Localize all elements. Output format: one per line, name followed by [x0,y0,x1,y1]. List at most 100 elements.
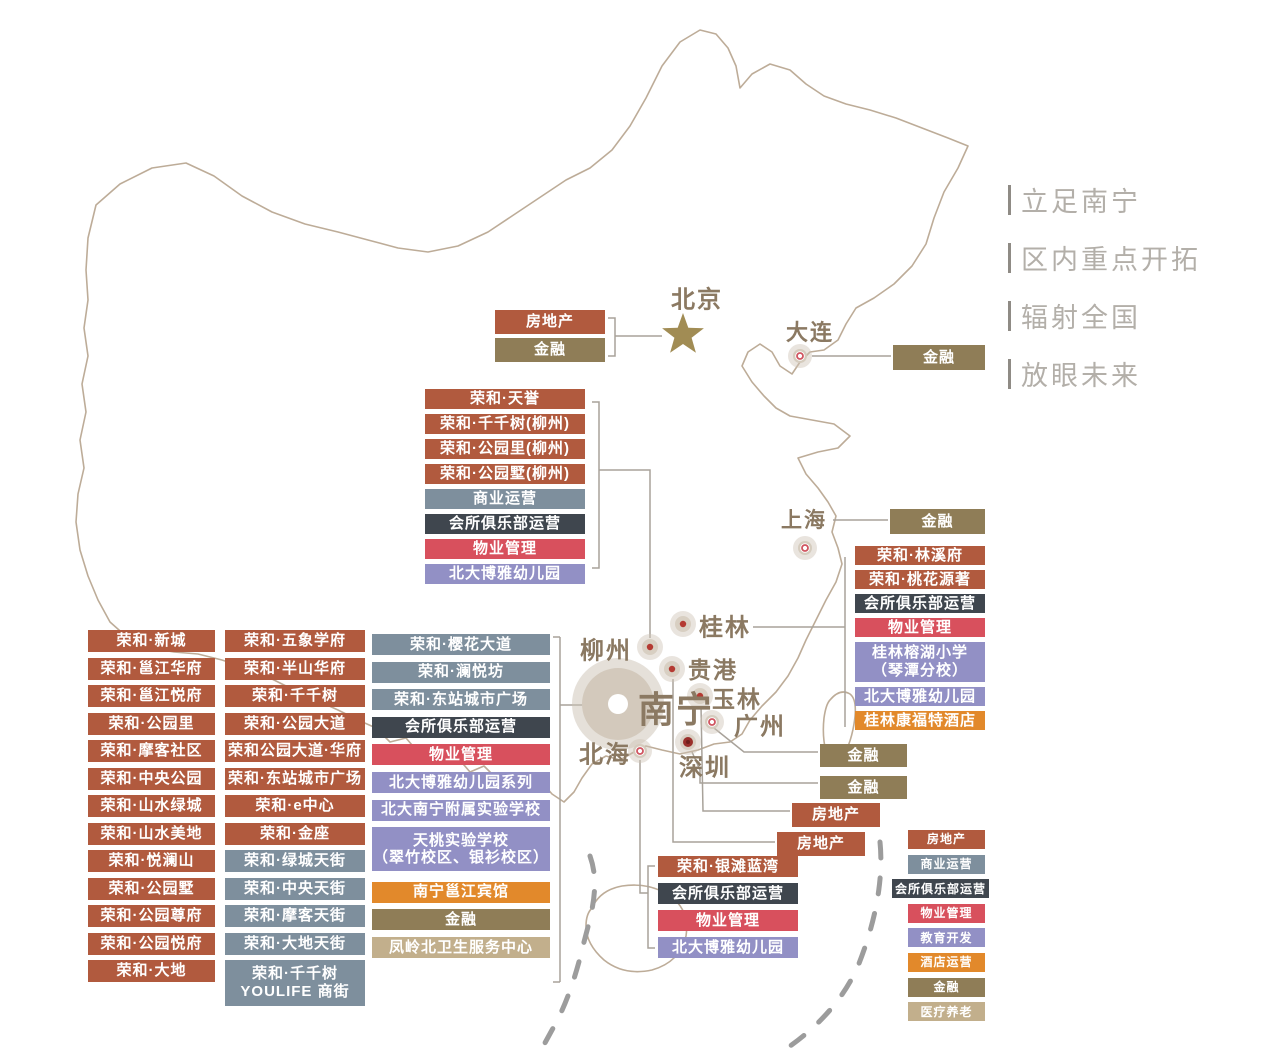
city-label-yulin: 玉林 [712,686,762,712]
nanning-column-1-box: 荣和·邕江悦府 [88,685,215,707]
nanning-column-2-box: 荣和·五象学府 [225,630,365,652]
nanning-column-3-box: 金融 [372,909,550,931]
city-label-beijing: 北京 [671,286,723,314]
nanning-column-3-box: 北大博雅幼儿园系列 [372,772,550,793]
nanning-column-3-box: 物业管理 [372,744,550,766]
beihai-column-box: 荣和·银滩蓝湾 [658,856,798,877]
nanning-column-2-box: 荣和公园大道·华府 [225,740,365,762]
guilin-column-box: 桂林榕湖小学 （琴潭分校） [855,642,985,682]
nanning-column-3-box: 天桃实验学校 （翠竹校区、银衫校区） [372,827,550,872]
city-label-guangzhou: 广州 [734,713,786,741]
slogan-text: 立足南宁 [1021,187,1141,217]
city-label-guilin: 桂林 [699,614,751,642]
beihai-column-box: 会所俱乐部运营 [658,883,798,904]
city-label-shanghai: 上海 [781,509,827,532]
guilin-column-box: 桂林康福特酒店 [855,711,985,730]
liuzhou-column-box: 荣和·公园里(柳州) [425,439,585,459]
liuzhou-column-box: 荣和·千千树(柳州) [425,414,585,434]
guigang-realestate-box: 房地产 [777,832,865,856]
slogan-4: 放眼未来 [1008,354,1141,393]
liuzhou-column-box: 荣和·公园墅(柳州) [425,464,585,484]
guilin-column-box: 荣和·桃花源著 [855,570,985,589]
nanning-column-2-box: 荣和·金座 [225,822,365,845]
liuzhou-column-box: 商业运营 [425,489,585,509]
guangzhou-connector [713,727,818,753]
nanning-column-3-box: 南宁邕江宾馆 [372,881,550,903]
liuzhou-bracket [592,401,651,638]
guilin-column-box: 荣和·林溪府 [855,546,985,565]
yulin-connector [700,705,790,812]
dashed-boundary-left [537,853,598,1054]
nanning-column-2-box: 荣和·半山华府 [225,657,365,680]
liuzhou-column-box: 荣和·天誉 [425,389,585,409]
business-legend-box: 酒店运营 [908,953,985,972]
nanning-column-3-box: 北大南宁附属实验学校 [372,799,550,821]
nanning-column-1-box: 荣和·公园悦府 [88,932,215,955]
city-label-guigang: 贵港 [688,657,738,683]
slogan-1: 立足南宁 [1008,180,1141,219]
yulin-realestate-box: 房地产 [792,803,880,827]
nanning-column-1-box: 荣和·悦澜山 [88,850,215,872]
business-legend-box: 会所俱乐部运营 [892,879,989,899]
slogan-bar-icon [1008,358,1011,389]
city-label-nanning: 南宁 [637,689,715,730]
nanning-column-3-box: 荣和·樱花大道 [372,634,550,655]
nanning-column-2-box: 荣和·东站城市广场 [225,767,365,790]
beijing-column-box: 金融 [495,338,605,362]
liuzhou-column-box: 北大博雅幼儿园 [425,564,585,584]
slogan-3: 辐射全国 [1008,296,1141,335]
nanning-column-1-box: 荣和·大地 [88,960,215,982]
beijing-column-box: 房地产 [495,310,605,334]
slogan-bar-icon [1008,242,1011,273]
city-label-dalian: 大连 [785,320,835,345]
nanning-column-1-box: 荣和·新城 [88,630,215,652]
nanning-column-1-box: 荣和·公园里 [88,712,215,735]
nanning-column-2-box: 荣和·中央天街 [225,877,365,900]
nanning-column-1-box: 荣和·公园墅 [88,877,215,900]
nanning-column-3-box: 荣和·东站城市广场 [372,689,550,711]
nanning-column-3-box: 会所俱乐部运营 [372,716,550,738]
shanghai-column-box: 金融 [890,509,985,534]
nanning-column-2-box: 荣和·e中心 [225,795,365,817]
city-label-beihai: 北海 [579,741,631,769]
nanning-column-1-box: 荣和·山水绿城 [88,795,215,817]
business-legend-box: 物业管理 [908,903,985,923]
business-legend-box: 教育开发 [908,928,985,948]
business-legend-box: 医疗养老 [908,1002,985,1022]
nanning-column-2-box: 荣和·大地天街 [225,932,365,955]
shenzhen-finance-box: 金融 [820,776,907,799]
dalian-column-box: 金融 [893,345,985,370]
nanning-column-2-box: 荣和·千千树 YOULIFE 商街 [225,960,365,1006]
guigang-connector [672,679,775,843]
beihai-bracket [639,760,655,949]
nanning-bracket [553,636,618,983]
beijing-star-icon [662,313,704,353]
slogan-text: 辐射全国 [1021,303,1141,333]
city-label-shenzhen: 深圳 [679,754,731,782]
nanning-column-2-box: 荣和·公园大道 [225,712,365,735]
shenzhen-connector [691,751,818,784]
slogan-bar-icon [1008,300,1011,331]
city-markers [572,344,817,763]
business-legend-box: 金融 [908,977,985,997]
dashed-boundary-right [777,839,884,1054]
nanning-column-1-box: 荣和·山水美地 [88,822,215,845]
nanning-column-2-box: 荣和·绿城天街 [225,850,365,872]
slogan-bar-icon [1008,184,1011,215]
liuzhou-column-box: 会所俱乐部运营 [425,514,585,534]
connector-lines [553,317,891,983]
business-legend-box: 商业运营 [908,854,985,874]
slogan-text: 区内重点开拓 [1021,245,1201,275]
beihai-column-box: 北大博雅幼儿园 [658,937,798,958]
nanning-column-2-box: 荣和·千千树 [225,685,365,707]
liuzhou-column-box: 物业管理 [425,539,585,559]
slogan-text: 放眼未来 [1021,361,1141,391]
nanning-column-1-box: 荣和·邕江华府 [88,657,215,680]
guangzhou-finance-box: 金融 [820,744,907,767]
beihai-column-box: 物业管理 [658,910,798,931]
nanning-column-3-box: 凤岭北卫生服务中心 [372,937,550,958]
slogan-2: 区内重点开拓 [1008,238,1201,277]
guilin-column-box: 北大博雅幼儿园 [855,687,985,706]
business-legend-box: 房地产 [908,830,985,849]
